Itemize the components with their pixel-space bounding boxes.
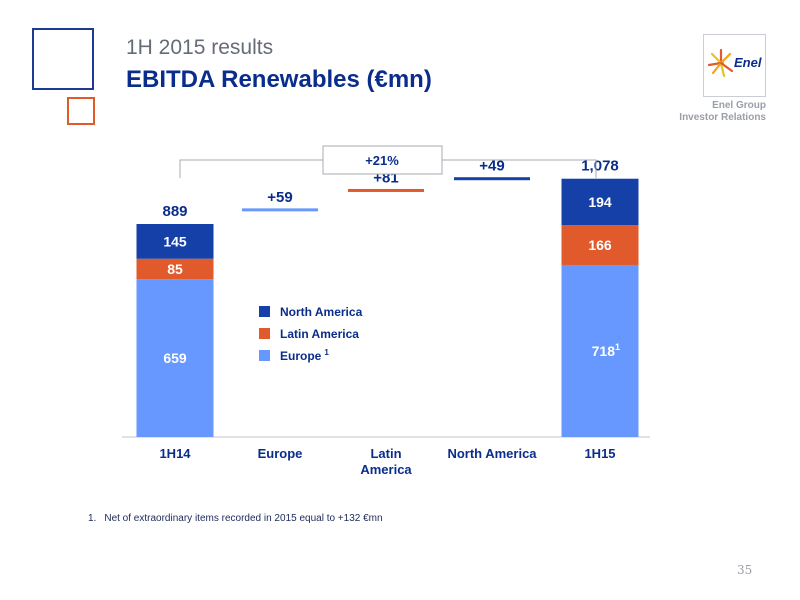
bar-1h14-north-america [136,224,214,259]
enel-flower-icon [707,48,734,78]
page-subtitle: 1H 2015 results [126,36,274,59]
total-label-3: +49 [479,158,504,175]
total-label-1: +59 [267,189,292,206]
footnote-marker: 1. [88,513,97,524]
decorative-square-orange [67,97,95,125]
corporate-label: Enel Group Investor Relations [679,100,766,124]
total-label-0: 889 [162,203,187,220]
legend-swatch-2 [259,350,270,361]
total-label-4: 1,078 [581,158,619,175]
seg-label-1h14-1: 85 [167,261,183,277]
bar-1h15-europe [561,264,639,437]
enel-logo: Enel [703,34,766,97]
page-title: EBITDA Renewables (€mn) [126,66,432,93]
page-number: 35 [737,563,753,577]
legend-label-0: North America [280,305,363,319]
bar-1h14-latin-america [136,258,214,280]
category-label-2-line2: America [360,462,412,477]
seg-label-1h15-1: 166 [588,237,612,253]
growth-box [322,145,443,175]
seg-label-1h15-2: 194 [588,194,612,210]
footnote: 1. Net of extraordinary items recorded in… [88,513,391,524]
seg-label-1h14-0: 659 [163,350,187,366]
superscript-1h15-europe: 1 [615,342,620,352]
corporate-line-1: Enel Group [712,100,766,111]
corporate-line-2: Investor Relations [679,112,766,123]
bar-1h15-latin-america [561,225,639,265]
logo-text: Enel [734,55,762,70]
waterfall-step-1 [242,208,318,212]
legend-label-1: Latin America [280,327,359,341]
seg-label-1h14-2: 145 [163,233,187,249]
legend-label-2: Europe 1 [280,348,329,363]
category-label-0: 1H14 [159,446,191,461]
legend-superscript: 1 [324,348,329,357]
waterfall-step-2 [348,188,424,192]
seg-label-1h15-0: 7181 [592,342,620,359]
legend-swatch-1 [259,328,270,339]
category-label-2: Latin [370,446,401,461]
bar-1h15-north-america [561,178,639,226]
footnote-text: Net of extraordinary items recorded in 2… [104,513,383,524]
bar-1h14-europe [136,279,214,437]
growth-label: +21% [365,153,399,168]
category-label-3: North America [447,446,537,461]
legend-swatch-0 [259,306,270,317]
category-label-4: 1H15 [584,446,615,461]
category-label-1: Europe [258,446,303,461]
waterfall-step-3 [454,177,530,181]
decorative-square-blue [32,28,94,90]
